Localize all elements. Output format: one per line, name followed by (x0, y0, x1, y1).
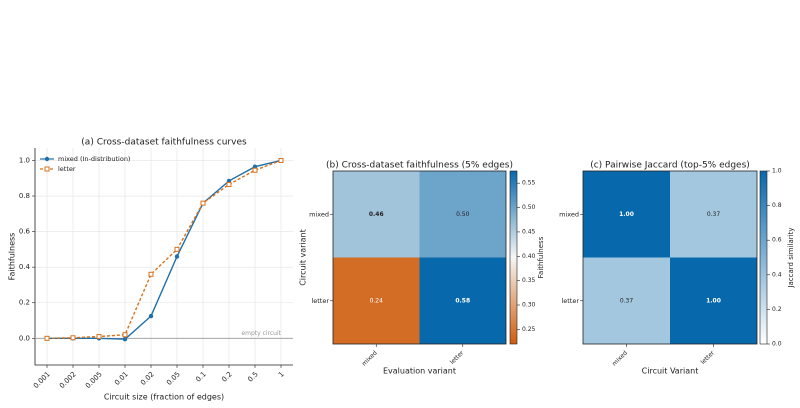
y-tick-label: mixed (559, 210, 579, 218)
axes-frame (332, 170, 507, 345)
colorbar-tick-label: 0.2 (772, 306, 782, 313)
series-line (46, 159, 282, 340)
x-tick-label: 0.005 (84, 370, 104, 390)
y-tick-label: 0.2 (19, 299, 30, 307)
colorbar-tick-label: 0.45 (522, 228, 536, 235)
y-tick-label: 0.8 (19, 192, 30, 200)
x-tick-label: 0.5 (246, 370, 260, 384)
point (44, 335, 50, 341)
cell-label: 0.46 (369, 211, 384, 218)
y-tick-label: 0.0 (19, 334, 30, 342)
point (122, 337, 128, 342)
y-tick-label: 1.0 (19, 156, 30, 164)
x-axis-label: Circuit size (fraction of edges) (104, 393, 224, 402)
point (174, 246, 180, 252)
axis-spine (34, 148, 293, 366)
cell-label: 0.50 (456, 211, 470, 218)
x-tick-label: 0.05 (165, 370, 182, 387)
colorbar-tick-label: 0.8 (772, 202, 782, 209)
point (200, 200, 206, 206)
point (122, 332, 128, 338)
chart-title: (b) Cross-dataset faithfulness (5% edges… (326, 161, 513, 171)
cell-label: 0.58 (455, 297, 470, 304)
heatmap-cell (670, 257, 757, 344)
cell-label: 0.37 (620, 297, 634, 304)
y-axis-label: Faithfulness (8, 233, 17, 281)
colorbar-tick-label: 0.55 (522, 180, 536, 187)
heatmap-cell (670, 171, 757, 258)
x-tick-label: letter (700, 349, 717, 366)
point (148, 313, 154, 319)
x-tick-label: letter (449, 349, 466, 366)
y-axis-label: Circuit variant (299, 229, 308, 286)
colorbar-label: Jaccard similarity (787, 227, 795, 288)
point (96, 334, 102, 340)
cell-label: 1.00 (706, 297, 721, 304)
x-axis-label: Circuit Variant (642, 367, 699, 376)
colorbar (509, 170, 518, 345)
y-tick-label: 0.6 (19, 228, 31, 236)
x-tick-label: 0.001 (32, 370, 52, 390)
cell-label: 0.24 (370, 297, 384, 304)
legend-label: mixed (In-distribution) (58, 155, 130, 163)
colorbar-tick-label: 0.35 (522, 277, 536, 284)
colorbar-tick-label: 1.0 (772, 168, 782, 175)
y-tick-label: letter (561, 297, 579, 305)
colorbar-label: Faithfulness (537, 236, 545, 278)
legend-marker (44, 166, 50, 172)
cell-label: 0.37 (707, 211, 721, 218)
chart-title: (a) Cross-dataset faithfulness curves (81, 138, 247, 148)
colorbar-tick-label: 0.0 (772, 341, 782, 348)
y-tick-label: 0.4 (19, 263, 31, 271)
legend-label: letter (58, 165, 76, 173)
colorbar-tick-label: 0.4 (772, 271, 782, 278)
x-tick-label: 0.02 (139, 370, 156, 387)
point (148, 271, 154, 277)
heatmap-cell (583, 257, 670, 344)
x-tick-label: 0.002 (58, 370, 78, 390)
chart-title: (c) Pairwise Jaccard (top-5% edges) (590, 161, 750, 171)
colorbar-tick-label: 0.30 (522, 302, 536, 309)
colorbar (759, 170, 768, 345)
y-tick-label: letter (311, 297, 329, 305)
heatmap-cell (419, 171, 506, 258)
heatmap-cell (419, 257, 506, 344)
point (278, 157, 284, 163)
colorbar-tick-label: 0.40 (522, 253, 536, 260)
heatmap-cell (333, 171, 420, 258)
heatmap-cell (333, 257, 420, 344)
cell-label: 1.00 (619, 211, 634, 218)
reference-label: empty circuit (241, 330, 281, 337)
heatmap-cell (583, 171, 670, 258)
x-tick-label: mixed (361, 349, 379, 367)
axes-frame (582, 170, 758, 345)
legend-marker (44, 156, 50, 162)
x-tick-label: 1 (277, 370, 286, 379)
x-axis-label: Evaluation variant (383, 367, 456, 376)
point (252, 167, 258, 173)
x-tick-label: 0.01 (113, 370, 130, 387)
point (70, 335, 76, 341)
colorbar-tick-label: 0.50 (522, 204, 536, 211)
x-tick-label: mixed (611, 349, 629, 367)
series-line (47, 159, 282, 340)
y-tick-label: mixed (309, 210, 329, 218)
colorbar-tick-label: 0.25 (522, 326, 536, 333)
colorbar-tick-label: 0.6 (772, 237, 782, 244)
x-tick-label: 0.1 (194, 370, 208, 384)
x-tick-label: 0.2 (220, 370, 234, 384)
point (174, 254, 180, 259)
point (226, 181, 232, 187)
